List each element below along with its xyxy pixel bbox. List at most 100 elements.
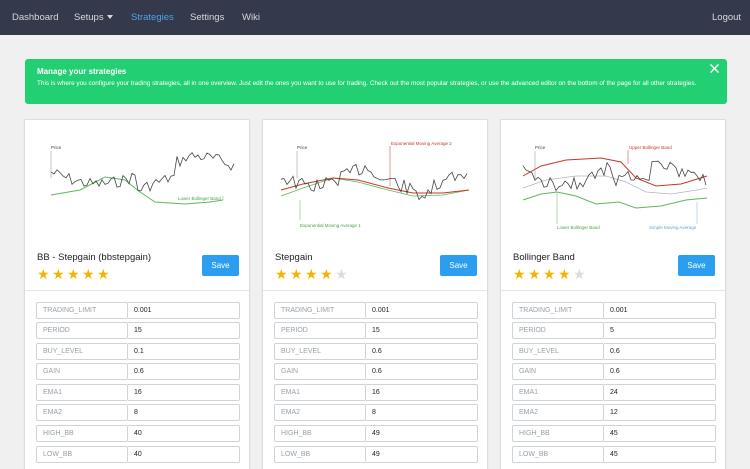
param-label: BUY_LEVEL <box>274 343 366 360</box>
star-icon: ★ <box>305 266 318 282</box>
param-input[interactable] <box>128 404 240 421</box>
param-input[interactable] <box>128 363 240 380</box>
param-label: TRADING_LIMIT <box>274 302 366 319</box>
param-row: GAIN <box>36 363 240 380</box>
nav-logout[interactable]: Logout <box>712 12 742 23</box>
param-row: BUY_LEVEL <box>274 343 478 360</box>
param-label: PERIOD <box>36 322 128 339</box>
param-row: LOW_BB <box>274 446 478 463</box>
param-row: BUY_LEVEL <box>36 343 240 360</box>
info-alert: Manage your strategies This is where you… <box>25 59 727 104</box>
param-row: EMA2 <box>274 404 478 421</box>
strategy-card-bollinger-band: Price Upper Bollinger Band Lower Bolling… <box>500 119 726 469</box>
ema1-line <box>280 177 470 197</box>
upper-band-line <box>522 157 708 187</box>
param-label: HIGH_BB <box>36 425 128 442</box>
star-icon: ★ <box>52 266 65 282</box>
nav-wiki[interactable]: Wiki <box>242 12 260 23</box>
nav-dashboard[interactable]: Dashboard <box>12 12 59 23</box>
param-label: BUY_LEVEL <box>512 343 604 360</box>
param-row: TRADING_LIMIT <box>36 302 240 319</box>
star-icon: ★ <box>558 266 571 282</box>
param-input[interactable] <box>366 343 478 360</box>
param-row: EMA2 <box>36 404 240 421</box>
nav-setups-label: Setups <box>74 12 104 23</box>
sma-line <box>522 175 708 195</box>
nav-setups[interactable]: Setups <box>74 0 113 35</box>
param-input[interactable] <box>128 302 240 319</box>
param-input[interactable] <box>604 404 716 421</box>
param-input[interactable] <box>366 302 478 319</box>
param-label: LOW_BB <box>36 446 128 463</box>
param-input[interactable] <box>604 322 716 339</box>
star-icon: ★ <box>275 266 288 282</box>
param-row: HIGH_BB <box>512 425 716 442</box>
param-row: EMA1 <box>512 384 716 401</box>
param-label: HIGH_BB <box>512 425 604 442</box>
lower-band-line <box>50 176 224 205</box>
star-icon: ★ <box>37 266 50 282</box>
strategy-title: Stepgain <box>275 252 313 263</box>
param-row: LOW_BB <box>512 446 716 463</box>
chart-label-ema1: Exponential Moving Average 1 <box>300 223 361 228</box>
strategy-title: BB - Stepgain (bbstepgain) <box>37 252 152 263</box>
param-input[interactable] <box>604 343 716 360</box>
param-input[interactable] <box>366 425 478 442</box>
star-icon: ★ <box>573 266 586 282</box>
param-input[interactable] <box>366 363 478 380</box>
strategy-chart: Price Upper Bollinger Band Lower Bolling… <box>522 145 708 230</box>
param-input[interactable] <box>366 384 478 401</box>
param-row: PERIOD <box>512 322 716 339</box>
param-row: BUY_LEVEL <box>512 343 716 360</box>
star-icon: ★ <box>290 266 303 282</box>
nav-settings[interactable]: Settings <box>190 12 225 23</box>
param-row: GAIN <box>274 363 478 380</box>
close-icon[interactable] <box>709 63 720 74</box>
param-input[interactable] <box>128 322 240 339</box>
param-label: GAIN <box>36 363 128 380</box>
chart-label-price: Price <box>51 145 62 150</box>
param-label: EMA1 <box>512 384 604 401</box>
save-button[interactable]: Save <box>678 255 715 276</box>
chart-label-sma: Simple Moving Average <box>649 225 697 230</box>
star-rating: ★ ★ ★ ★ ★ <box>513 266 588 282</box>
param-input[interactable] <box>128 446 240 463</box>
param-label: LOW_BB <box>274 446 366 463</box>
star-icon: ★ <box>97 266 110 282</box>
param-input[interactable] <box>366 404 478 421</box>
chart-label-upper-band: Upper Bollinger Band <box>629 145 672 150</box>
param-input[interactable] <box>366 446 478 463</box>
param-input[interactable] <box>604 384 716 401</box>
star-icon: ★ <box>528 266 541 282</box>
param-input[interactable] <box>604 425 716 442</box>
param-input[interactable] <box>128 384 240 401</box>
nav-strategies[interactable]: Strategies <box>131 12 174 23</box>
param-label: TRADING_LIMIT <box>512 302 604 319</box>
param-label: BUY_LEVEL <box>36 343 128 360</box>
param-label: PERIOD <box>512 322 604 339</box>
divider <box>263 290 487 291</box>
param-label: LOW_BB <box>512 446 604 463</box>
divider <box>501 290 725 291</box>
param-input[interactable] <box>128 343 240 360</box>
save-button[interactable]: Save <box>440 255 477 276</box>
param-row: TRADING_LIMIT <box>512 302 716 319</box>
chart-label-price: Price <box>535 145 546 150</box>
param-input[interactable] <box>604 302 716 319</box>
param-input[interactable] <box>604 363 716 380</box>
alert-text: This is where you configure your trading… <box>37 80 697 87</box>
chart-label-lower-band: Lower Bollinger Band <box>178 196 221 201</box>
top-navbar: Dashboard Setups Strategies Settings Wik… <box>0 0 750 35</box>
param-input[interactable] <box>366 322 478 339</box>
price-line <box>50 152 235 193</box>
param-input[interactable] <box>604 446 716 463</box>
param-label: EMA2 <box>36 404 128 421</box>
param-input[interactable] <box>128 425 240 442</box>
star-rating: ★ ★ ★ ★ ★ <box>275 266 350 282</box>
param-row: LOW_BB <box>36 446 240 463</box>
chart-label-lower-band: Lower Bollinger Band <box>557 225 600 230</box>
save-button[interactable]: Save <box>202 255 239 276</box>
chart-label-price: Price <box>297 145 308 150</box>
param-row: TRADING_LIMIT <box>274 302 478 319</box>
param-row: HIGH_BB <box>36 425 240 442</box>
